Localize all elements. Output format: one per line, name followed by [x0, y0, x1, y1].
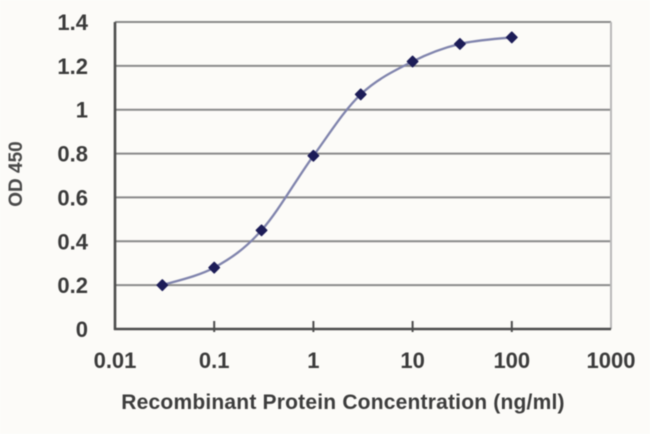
data-point-marker [208, 261, 221, 274]
x-tick-label: 1 [307, 348, 319, 373]
x-tick-label: 1000 [587, 348, 636, 373]
y-tick-label: 1 [76, 98, 88, 123]
data-point-marker [255, 224, 268, 237]
data-point-marker [307, 149, 320, 162]
y-axis-title: OD 450 [6, 141, 27, 207]
data-point-marker [505, 31, 518, 44]
series-line [161, 36, 512, 287]
data-point-marker [453, 37, 466, 50]
x-tick-label: 10 [400, 348, 424, 373]
y-tick-label: 1.4 [57, 10, 88, 35]
y-tick-label: 0.6 [57, 185, 88, 210]
y-tick-label: 0.2 [57, 273, 88, 298]
data-point-marker [354, 88, 367, 101]
y-tick-label: 0.8 [57, 142, 88, 167]
y-tick-label: 1.2 [57, 54, 88, 79]
x-axis-title: Recombinant Protein Concentration (ng/ml… [121, 391, 565, 414]
y-tick-label: 0.4 [57, 229, 88, 254]
data-point-marker [406, 55, 419, 68]
x-tick-label: 0.1 [199, 348, 230, 373]
data-point-marker [156, 279, 169, 292]
x-tick-label: 0.01 [94, 348, 137, 373]
y-tick-label: 0 [76, 317, 88, 342]
x-tick-label: 100 [493, 348, 530, 373]
